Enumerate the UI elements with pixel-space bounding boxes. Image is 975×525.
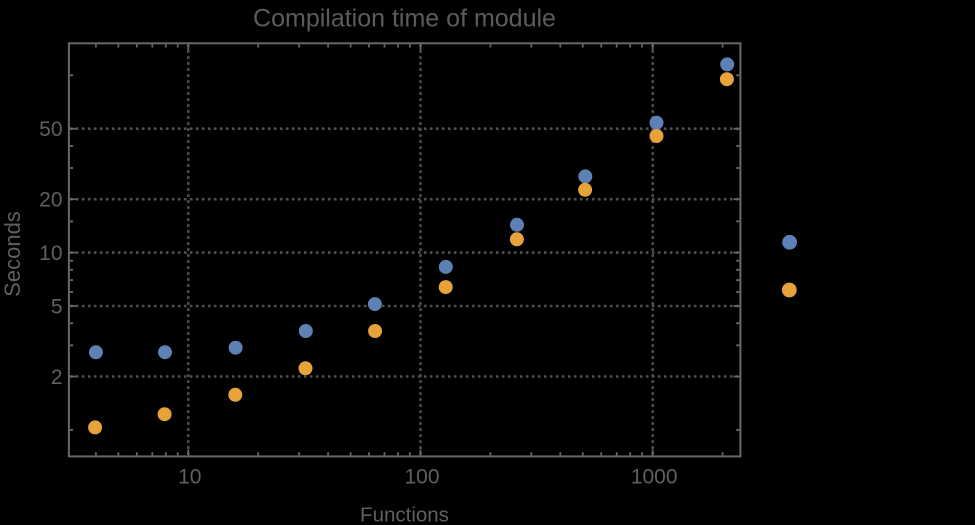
svg-text:10: 10 xyxy=(178,465,201,488)
svg-text:5: 5 xyxy=(51,296,63,319)
svg-text:10: 10 xyxy=(39,242,62,265)
svg-text:100: 100 xyxy=(404,465,439,488)
svg-text:20: 20 xyxy=(39,189,62,212)
svg-text:50: 50 xyxy=(39,118,62,141)
svg-text:Seconds: Seconds xyxy=(0,211,25,297)
svg-text:1000: 1000 xyxy=(631,465,678,488)
svg-text:Functions: Functions xyxy=(360,504,449,525)
svg-text:Compilation time of module: Compilation time of module xyxy=(253,5,556,33)
svg-text:2: 2 xyxy=(51,366,63,389)
